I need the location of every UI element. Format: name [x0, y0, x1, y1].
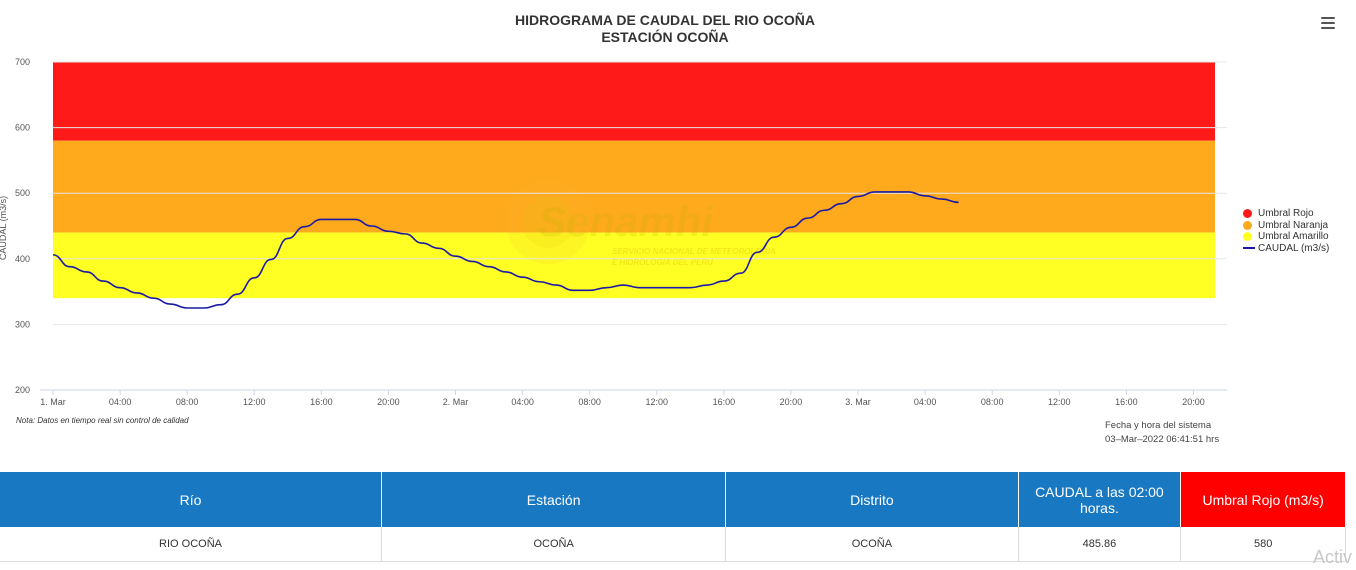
table-header-row: Río Estación Distrito CAUDAL a las 02:00… — [0, 472, 1346, 527]
x-tick-label: 04:00 — [914, 397, 937, 407]
chart-subtitle: ESTACIÓN OCOÑA — [601, 29, 729, 45]
band-umbral-naranja — [53, 140, 1215, 233]
header-rio: Río — [0, 472, 383, 527]
legend-item-umbral-naranja[interactable]: Umbral Naranja — [1243, 220, 1329, 231]
watermark-logo-text: Senamhi — [538, 198, 714, 245]
x-tick-label: 16:00 — [1115, 397, 1138, 407]
series — [52, 191, 959, 309]
x-tick-label: 04:00 — [109, 397, 132, 407]
x-tick-label: 20:00 — [377, 397, 400, 407]
system-time-block: Fecha y hora del sistema 03–Mar–2022 06:… — [1105, 419, 1219, 447]
hydrograph-chart: Senamhi SERVICIO NACIONAL DE METEOROLOGI… — [0, 57, 1227, 407]
x-tick-label: 12:00 — [1048, 397, 1071, 407]
band-umbral-rojo — [53, 62, 1215, 141]
chart-title: HIDROGRAMA DE CAUDAL DEL RIO OCOÑA — [515, 12, 815, 28]
legend-marker-red — [1243, 209, 1252, 218]
cell-distrito: OCOÑA — [725, 527, 1019, 562]
legend-item-caudal[interactable]: CAUDAL (m3/s) — [1243, 243, 1329, 254]
legend-marker-line — [1243, 247, 1255, 249]
menu-bar — [1321, 22, 1335, 24]
y-axis: 200 300 400 500 600 700 — [15, 57, 30, 395]
system-time-value: 03–Mar–2022 06:41:51 hrs — [1105, 434, 1220, 445]
menu-bar — [1321, 27, 1335, 29]
x-tick-label: 04:00 — [511, 397, 534, 407]
legend-label: Umbral Amarillo — [1258, 231, 1329, 242]
x-tick-label: 08:00 — [176, 397, 199, 407]
header-umbral-rojo: Umbral Rojo (m3/s) — [1180, 472, 1346, 527]
legend-item-umbral-rojo[interactable]: Umbral Rojo — [1243, 208, 1329, 219]
legend-marker-yellow — [1243, 232, 1252, 241]
data-quality-note: Nota: Datos en tiempo real sin control d… — [16, 416, 189, 425]
legend-label: Umbral Rojo — [1258, 208, 1314, 219]
header-caudal: CAUDAL a las 02:00 horas. — [1018, 472, 1182, 527]
chart-title-block: HIDROGRAMA DE CAUDAL DEL RIO OCOÑA ESTAC… — [0, 12, 1330, 46]
y-axis-label: CAUDAL (m3/s) — [0, 196, 8, 260]
system-time-label: Fecha y hora del sistema — [1105, 420, 1212, 431]
menu-bar — [1321, 17, 1335, 19]
y-tick-label: 200 — [15, 385, 30, 395]
legend-label: CAUDAL (m3/s) — [1258, 242, 1330, 254]
y-tick-label: 300 — [15, 319, 30, 329]
cell-umbral-rojo: 580 — [1180, 527, 1346, 562]
legend-label: Umbral Naranja — [1258, 219, 1329, 231]
x-tick-label: 08:00 — [578, 397, 601, 407]
x-tick-label: 12:00 — [646, 397, 669, 407]
legend-item-umbral-amarillo[interactable]: Umbral Amarillo — [1243, 231, 1329, 242]
x-tick-label: 1. Mar — [40, 397, 66, 407]
header-estacion: Estación — [381, 472, 727, 527]
header-distrito: Distrito — [725, 472, 1019, 527]
x-axis: 1. Mar 04:00 08:00 12:00 16:00 20:00 2. Mar 04:… — [40, 389, 1227, 407]
watermark-subtitle-1: SERVICIO NACIONAL DE METEOROLOGIA — [612, 247, 776, 256]
x-tick-label: 08:00 — [981, 397, 1004, 407]
x-tick-label: 20:00 — [1182, 397, 1205, 407]
activate-windows-overlay: Activ — [1313, 547, 1353, 567]
watermark-sun-icon — [506, 180, 590, 264]
cell-estacion: OCOÑA — [381, 527, 727, 562]
x-tick-label: 20:00 — [780, 397, 803, 407]
y-tick-label: 700 — [15, 57, 30, 67]
x-tick-label: 3. Mar — [845, 397, 871, 407]
cell-rio: RIO OCOÑA — [0, 527, 383, 562]
y-tick-label: 500 — [15, 188, 30, 198]
x-tick-label: 12:00 — [243, 397, 266, 407]
station-info-table: Río Estación Distrito CAUDAL a las 02:00… — [0, 472, 1346, 562]
series-line-caudal — [52, 191, 959, 309]
hamburger-menu-icon[interactable] — [1321, 17, 1335, 29]
watermark-subtitle-2: E HIDROLOGIA DEL PERÚ — [612, 258, 713, 267]
y-tick-label: 400 — [15, 254, 30, 264]
senamhi-watermark: Senamhi SERVICIO NACIONAL DE METEOROLOGI… — [506, 180, 776, 267]
chart-legend: Umbral Rojo Umbral Naranja Umbral Amaril… — [1243, 208, 1329, 254]
cell-caudal: 485.86 — [1018, 527, 1182, 562]
y-tick-label: 600 — [15, 123, 30, 133]
x-tick-label: 16:00 — [310, 397, 333, 407]
legend-marker-orange — [1243, 220, 1252, 230]
table-row: RIO OCOÑA OCOÑA OCOÑA 485.86 580 — [0, 527, 1346, 562]
watermark-sun-core — [522, 196, 574, 248]
x-tick-label: 16:00 — [713, 397, 736, 407]
x-tick-label: 2. Mar — [443, 397, 469, 407]
